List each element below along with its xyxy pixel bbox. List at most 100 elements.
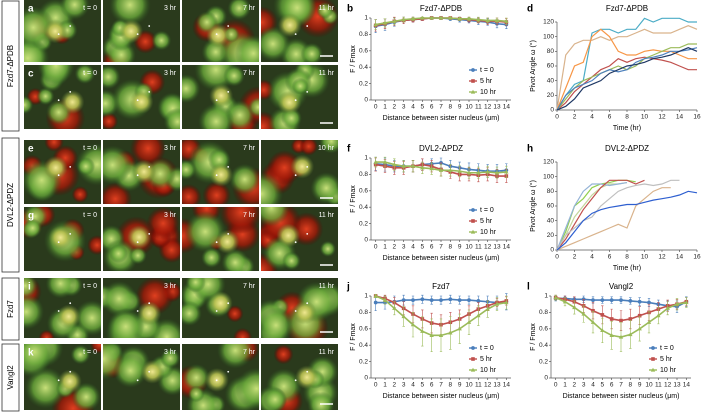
- cell: [160, 348, 180, 369]
- legend-label: 5 hr: [480, 78, 493, 85]
- time-label: 3 hr: [164, 70, 177, 77]
- x-tick-label: 1: [383, 382, 387, 389]
- time-label: t = 0: [83, 349, 97, 356]
- time-label: t = 0: [83, 145, 97, 152]
- marker: [457, 326, 462, 331]
- marker: [553, 295, 558, 300]
- cell: [74, 65, 96, 85]
- x-tick-label: 0: [374, 382, 378, 389]
- marker: [420, 15, 425, 20]
- nucleus: [215, 229, 240, 254]
- cell: [227, 0, 251, 20]
- cell: [103, 65, 121, 90]
- dot: [136, 379, 139, 382]
- nucleus: [132, 159, 157, 184]
- legend-label: t = 0: [480, 207, 494, 214]
- dot: [306, 90, 309, 93]
- cell: [182, 159, 197, 180]
- x-tick-label: 5: [421, 104, 425, 111]
- cell: [71, 186, 89, 203]
- y-tick-label: 0.6: [359, 48, 368, 55]
- marker: [410, 163, 416, 168]
- dot: [294, 99, 297, 102]
- panel-letter: a: [28, 4, 34, 15]
- cell: [299, 140, 318, 156]
- x-tick-label: 1: [383, 104, 387, 111]
- legend-label: t = 0: [480, 345, 494, 352]
- time-label: 7 hr: [243, 283, 256, 290]
- cell: [71, 382, 101, 410]
- y-tick-label: 20: [547, 232, 555, 239]
- time-label: 7 hr: [243, 145, 256, 152]
- legend-label: t = 0: [660, 345, 674, 352]
- panel-letter: e: [28, 144, 34, 155]
- nucleus: [276, 223, 301, 248]
- chart-title: Fzd7-ΔPDB: [420, 4, 462, 13]
- x-tick-label: 13: [493, 382, 501, 389]
- micrograph: [261, 278, 338, 338]
- panel-letter: j: [346, 282, 350, 293]
- x-tick-label: 14: [503, 104, 511, 111]
- y-tick-label: 0.2: [359, 80, 368, 87]
- marker: [411, 298, 415, 302]
- series-line: [556, 187, 671, 251]
- y-tick-label: 0.8: [359, 31, 368, 38]
- micrograph: [261, 0, 338, 62]
- marker: [448, 297, 453, 302]
- cell: [291, 77, 309, 95]
- cell: [261, 307, 294, 338]
- cell: [36, 87, 55, 106]
- y-axis-label: F / Fmax: [530, 323, 537, 351]
- legend-marker: [471, 357, 475, 361]
- legend-marker: [471, 79, 475, 83]
- panel-letter: g: [28, 211, 34, 222]
- x-tick-label: 6: [608, 254, 612, 261]
- x-tick-label: 5: [421, 244, 425, 251]
- x-tick-label: 6: [610, 382, 614, 389]
- nucleus: [277, 13, 302, 38]
- marker: [609, 317, 614, 321]
- dot: [306, 302, 309, 305]
- dot: [227, 370, 230, 373]
- dot: [69, 370, 72, 373]
- micrograph: [24, 0, 101, 62]
- x-tick-label: 7: [439, 104, 443, 111]
- series-line: [556, 17, 697, 111]
- y-tick-label: 0.8: [359, 309, 368, 316]
- panel-letter: b: [347, 4, 353, 15]
- y-axis-label: F / Fmax: [350, 45, 357, 73]
- x-tick-label: 8: [449, 244, 453, 251]
- y-tick-label: 1: [364, 15, 368, 22]
- marker: [504, 169, 509, 174]
- y-tick-label: 120: [543, 159, 554, 166]
- dot: [57, 99, 60, 102]
- marker: [637, 326, 642, 331]
- x-tick-label: 10: [641, 254, 649, 261]
- time-label: 7 hr: [243, 212, 256, 219]
- marker: [401, 314, 406, 319]
- legend-marker: [470, 229, 476, 234]
- marker: [448, 168, 453, 172]
- nucleus: [140, 359, 165, 384]
- x-tick-label: 14: [676, 254, 684, 261]
- dot: [136, 310, 139, 312]
- chart-title: Fzd7-ΔPDB: [606, 4, 648, 13]
- series-line: [556, 47, 698, 111]
- y-tick-label: 0.4: [359, 342, 368, 349]
- dot: [294, 241, 297, 244]
- micrograph: [103, 65, 180, 129]
- marker: [467, 298, 471, 302]
- x-tick-label: 14: [683, 382, 691, 389]
- y-tick-label: 40: [547, 77, 555, 84]
- x-tick-label: 10: [465, 244, 473, 251]
- dot: [148, 165, 151, 168]
- marker: [590, 319, 596, 324]
- x-tick-label: 3: [402, 244, 406, 251]
- marker: [439, 298, 443, 302]
- x-tick-label: 11: [475, 104, 482, 111]
- x-tick-label: 0: [554, 382, 558, 389]
- dot: [294, 379, 297, 382]
- marker: [429, 333, 434, 337]
- micrograph: [261, 344, 338, 410]
